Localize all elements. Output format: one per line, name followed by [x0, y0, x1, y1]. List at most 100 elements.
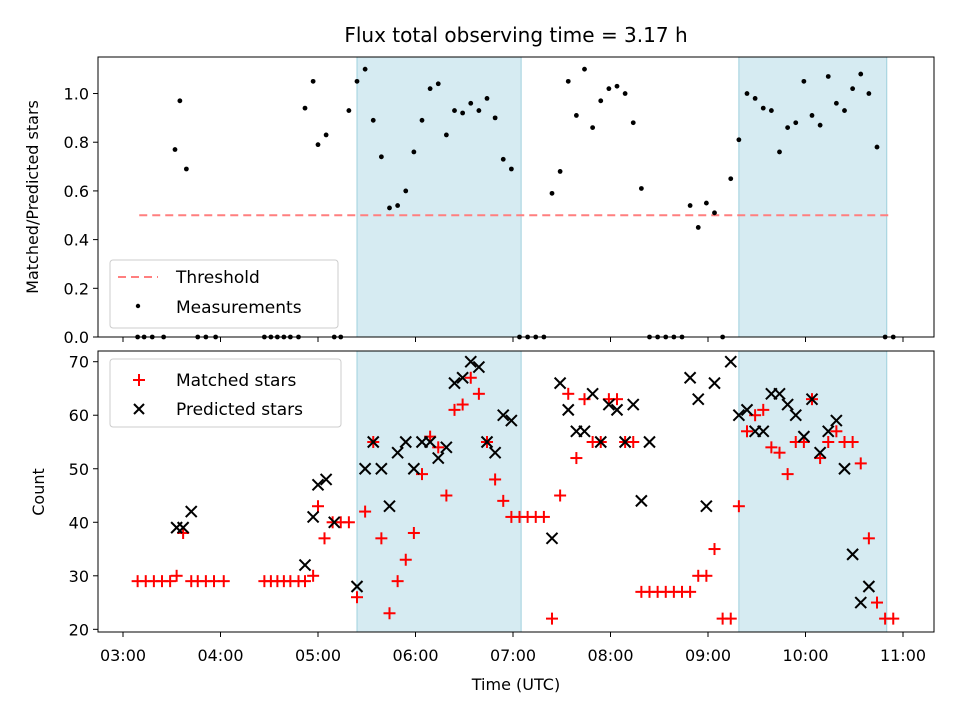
- measurement-point: [703, 200, 709, 206]
- matched-star-point: [440, 489, 453, 502]
- bottom-y-tick-label: 20: [69, 620, 89, 639]
- measurement-point: [370, 117, 376, 123]
- measurement-point: [484, 95, 490, 101]
- measurement-point: [476, 108, 482, 113]
- top-y-tick-label: 0.0: [64, 328, 89, 347]
- measurement-point: [833, 100, 839, 106]
- measurement-point: [310, 78, 316, 84]
- predicted-star-point: [773, 387, 786, 401]
- measurement-point: [712, 210, 717, 216]
- predicted-star-point: [176, 521, 190, 534]
- x-tick-label: 11:00: [880, 646, 926, 665]
- bottom-shaded-interval-1: [356, 350, 522, 633]
- top-y-tick-label: 0.4: [64, 231, 89, 250]
- top-shaded-intervals: [356, 56, 888, 338]
- predicted-star-point: [627, 398, 640, 411]
- x-tick-label: 10:00: [782, 646, 828, 665]
- bottom-shaded-intervals: [356, 350, 888, 633]
- legend-measurements-label: Measurements: [176, 298, 302, 318]
- predicted-star-point: [472, 360, 486, 374]
- matched-star-point: [217, 575, 230, 588]
- measurement-point: [452, 108, 457, 113]
- predicted-star-point: [700, 500, 713, 513]
- matched-star-point: [773, 446, 786, 459]
- predicted-star-point: [618, 435, 632, 449]
- matched-star-point: [537, 510, 550, 523]
- matched-star-point: [732, 500, 745, 513]
- matched-star-point: [708, 543, 721, 556]
- predicted-star-point: [822, 425, 835, 438]
- measurement-point: [850, 86, 856, 92]
- predicted-star-point: [440, 441, 453, 454]
- measurement-point: [443, 132, 449, 138]
- matched-star-point: [554, 489, 567, 502]
- measurement-point: [866, 91, 872, 96]
- measurement-point: [411, 149, 417, 155]
- measurement-point: [728, 176, 734, 182]
- measurement-point: [760, 105, 766, 111]
- top-axes-frame: [97, 56, 935, 338]
- bottom-axes-ticks: 20 30 40 50 60 70 03:00 04:00 05:00 06:00 07:00 08:…: [69, 353, 926, 665]
- top-y-axis: 0.0 0.2 0.4 0.6 0.8 1.0: [64, 85, 904, 347]
- measurement-point: [500, 156, 506, 162]
- measurement-point: [817, 122, 823, 128]
- predicted-star-point: [732, 409, 746, 422]
- legend-measurements-swatch: [135, 303, 141, 309]
- measurement-point: [565, 78, 571, 84]
- matched-star-point: [359, 505, 372, 518]
- predicted-star-point: [757, 425, 770, 438]
- measurement-point: [752, 95, 758, 101]
- measurement-point: [378, 154, 384, 160]
- measurement-point: [315, 142, 321, 148]
- measurement-point: [582, 66, 587, 72]
- predicted-star-point: [367, 435, 380, 449]
- top-y-tick-label: 1.0: [64, 85, 89, 104]
- bottom-y-tick-label: 40: [69, 513, 89, 532]
- matched-star-point: [757, 403, 770, 416]
- measurement-point: [638, 186, 644, 191]
- measurement-point: [630, 120, 636, 126]
- predicted-star-point: [553, 376, 567, 390]
- predicted-star-point: [862, 580, 876, 593]
- predicted-star-point: [456, 371, 469, 384]
- x-tick-label: 04:00: [197, 646, 243, 665]
- measurement-point: [801, 78, 807, 84]
- predicted-star-point: [350, 580, 364, 593]
- matched-star-point: [164, 575, 177, 588]
- top-legend: Threshold Measurements: [109, 259, 339, 329]
- x-tick-label: 03:00: [100, 646, 146, 665]
- predicted-star-point: [724, 355, 737, 368]
- measurement-point: [606, 86, 612, 92]
- measurement-point: [573, 113, 579, 118]
- measurement-point: [744, 91, 750, 96]
- x-tick-label: 07:00: [490, 646, 536, 665]
- matched-star-point: [312, 500, 324, 513]
- predicted-star-point: [497, 409, 510, 422]
- predicted-star-point: [846, 548, 859, 561]
- x-tick-label: 08:00: [587, 646, 633, 665]
- predicted-star-point: [358, 462, 372, 475]
- measurement-point: [549, 190, 555, 196]
- predicted-star-point: [432, 451, 445, 465]
- measurement-point: [614, 83, 620, 89]
- matched-star-point: [456, 398, 469, 411]
- matched-star-point: [724, 612, 737, 625]
- matched-star-point: [383, 607, 396, 620]
- matched-star-point: [830, 425, 843, 438]
- measurement-point: [302, 105, 308, 111]
- top-y-tick-label: 0.2: [64, 279, 89, 298]
- bottom-y-tick-label: 50: [69, 460, 89, 479]
- measurement-point: [557, 169, 563, 174]
- measurement-point: [354, 78, 360, 84]
- matched-star-point: [489, 473, 502, 486]
- predicted-star-point: [830, 414, 843, 427]
- top-shaded-interval-1: [356, 56, 522, 338]
- measurement-point: [183, 166, 189, 172]
- matched-star-point: [318, 532, 331, 545]
- matched-star-point: [391, 575, 404, 588]
- predicted-star-point: [789, 409, 802, 422]
- top-legend-box: [109, 259, 339, 329]
- measurement-point: [777, 149, 782, 155]
- matched-star-point: [307, 569, 320, 582]
